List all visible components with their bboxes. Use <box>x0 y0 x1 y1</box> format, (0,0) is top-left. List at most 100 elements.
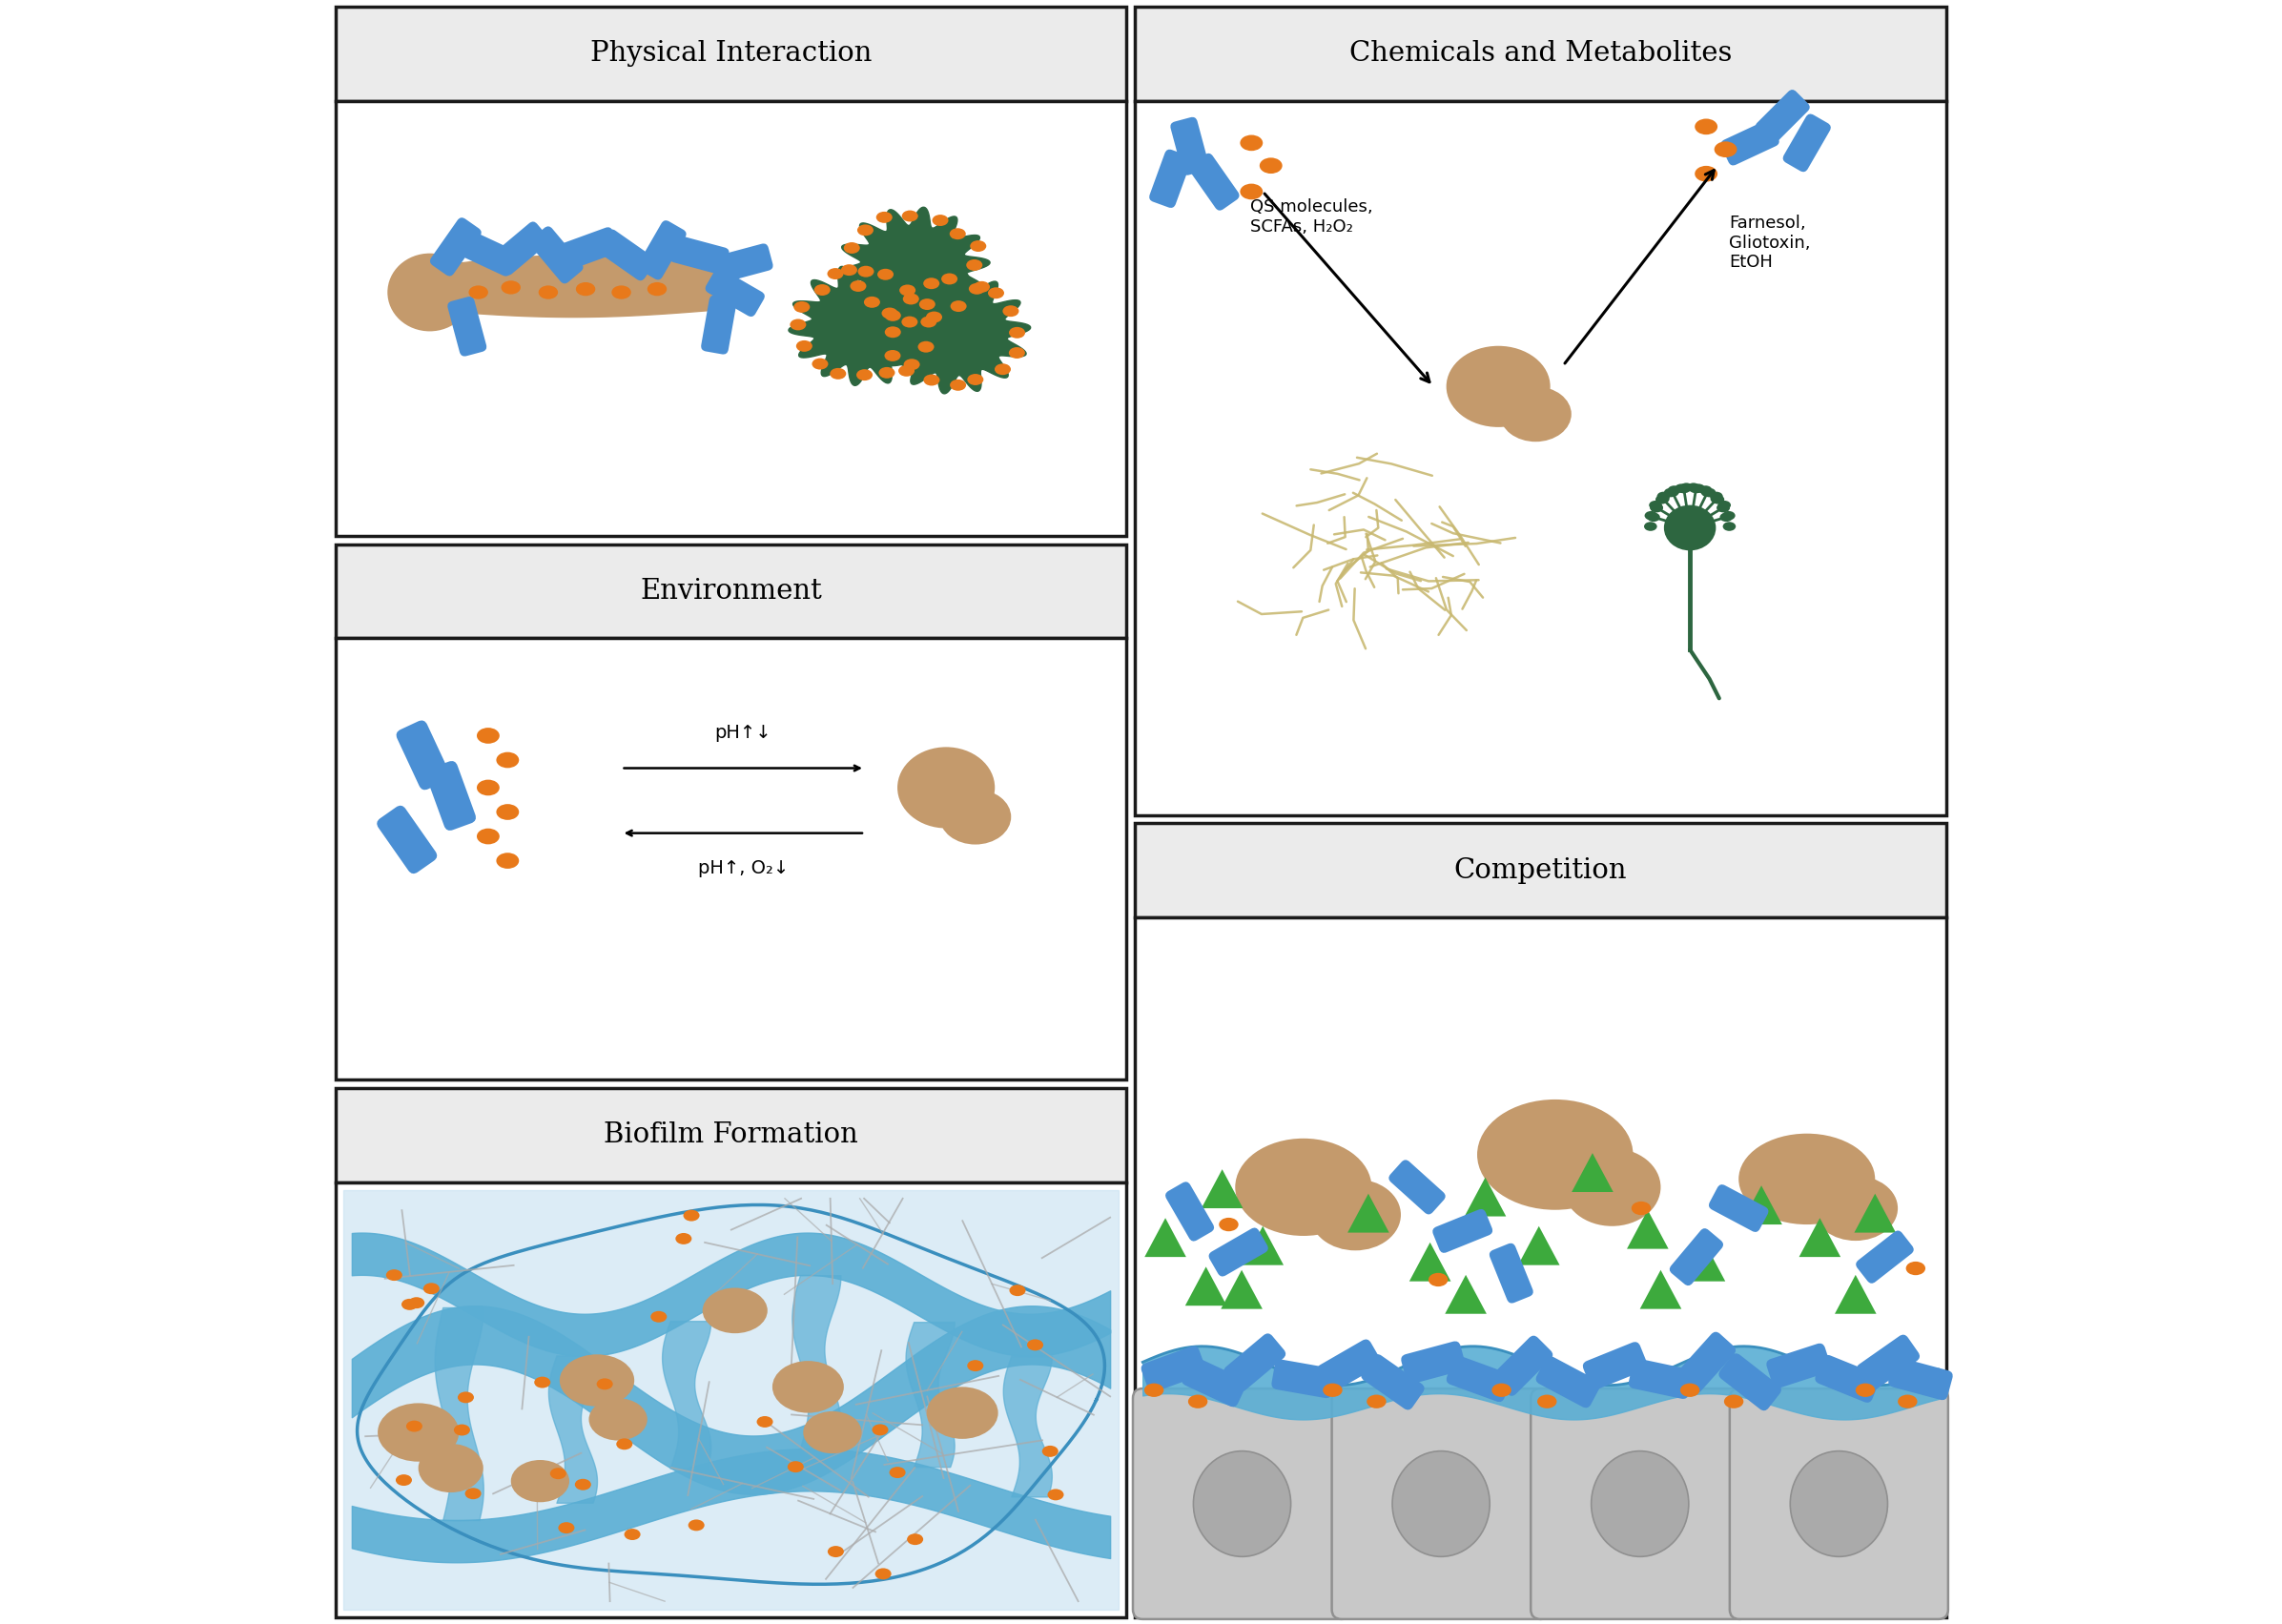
FancyBboxPatch shape <box>1492 1335 1552 1397</box>
Ellipse shape <box>796 341 812 352</box>
Ellipse shape <box>790 318 806 330</box>
Ellipse shape <box>856 369 872 380</box>
Ellipse shape <box>477 828 500 844</box>
Ellipse shape <box>1905 1262 1926 1275</box>
Polygon shape <box>1146 1218 1187 1257</box>
Ellipse shape <box>794 302 810 313</box>
Ellipse shape <box>949 380 965 391</box>
FancyBboxPatch shape <box>559 227 618 270</box>
Polygon shape <box>1518 1226 1559 1265</box>
Text: Farnesol,
Gliotoxin,
EtOH: Farnesol, Gliotoxin, EtOH <box>1730 214 1810 271</box>
FancyBboxPatch shape <box>1433 1208 1492 1254</box>
Ellipse shape <box>876 211 892 222</box>
Polygon shape <box>1349 1194 1390 1233</box>
Ellipse shape <box>1814 1176 1899 1241</box>
Ellipse shape <box>534 1377 550 1389</box>
Ellipse shape <box>865 297 881 309</box>
Ellipse shape <box>477 780 500 796</box>
Ellipse shape <box>1476 1099 1634 1210</box>
Ellipse shape <box>1716 503 1730 512</box>
Ellipse shape <box>931 214 949 226</box>
Bar <box>1134 101 1947 815</box>
Bar <box>335 638 1127 1080</box>
FancyBboxPatch shape <box>1271 1359 1335 1398</box>
FancyBboxPatch shape <box>1814 1354 1880 1403</box>
Ellipse shape <box>589 1398 648 1440</box>
Ellipse shape <box>924 375 940 387</box>
Ellipse shape <box>675 1233 691 1244</box>
Ellipse shape <box>1324 1384 1342 1397</box>
Ellipse shape <box>1691 484 1705 494</box>
Ellipse shape <box>1657 494 1670 503</box>
Ellipse shape <box>1143 1384 1164 1397</box>
Ellipse shape <box>1499 387 1572 442</box>
Polygon shape <box>1445 1275 1486 1314</box>
Ellipse shape <box>831 369 847 380</box>
FancyBboxPatch shape <box>1150 149 1191 208</box>
FancyBboxPatch shape <box>1782 114 1830 172</box>
FancyBboxPatch shape <box>1531 1389 1750 1619</box>
Ellipse shape <box>1700 486 1712 495</box>
FancyBboxPatch shape <box>1171 117 1209 175</box>
FancyBboxPatch shape <box>1670 1228 1723 1286</box>
Ellipse shape <box>899 284 915 296</box>
FancyBboxPatch shape <box>429 218 482 276</box>
Text: Chemicals and Metabolites: Chemicals and Metabolites <box>1349 41 1732 67</box>
FancyBboxPatch shape <box>1401 1341 1465 1384</box>
Ellipse shape <box>851 281 867 292</box>
FancyBboxPatch shape <box>1584 1341 1648 1390</box>
Ellipse shape <box>1643 521 1657 531</box>
Ellipse shape <box>495 804 518 820</box>
FancyBboxPatch shape <box>1189 153 1239 211</box>
Polygon shape <box>1465 1177 1506 1216</box>
Ellipse shape <box>575 283 596 296</box>
Ellipse shape <box>940 273 958 284</box>
Ellipse shape <box>596 1379 614 1390</box>
Ellipse shape <box>1492 1384 1511 1397</box>
Ellipse shape <box>842 265 858 276</box>
Ellipse shape <box>901 317 917 328</box>
FancyBboxPatch shape <box>459 231 518 276</box>
Polygon shape <box>1184 1267 1228 1306</box>
Ellipse shape <box>940 789 1011 844</box>
FancyBboxPatch shape <box>1360 1354 1424 1410</box>
Ellipse shape <box>949 227 965 239</box>
Ellipse shape <box>920 317 938 328</box>
Ellipse shape <box>1654 495 1668 503</box>
Ellipse shape <box>1650 500 1661 510</box>
Ellipse shape <box>650 1311 666 1322</box>
Polygon shape <box>1627 1210 1668 1249</box>
Polygon shape <box>1835 1275 1876 1314</box>
Ellipse shape <box>1310 1179 1401 1250</box>
Ellipse shape <box>1696 166 1718 182</box>
Ellipse shape <box>466 1488 482 1499</box>
Polygon shape <box>837 208 990 328</box>
Ellipse shape <box>1657 492 1670 500</box>
FancyBboxPatch shape <box>447 297 486 356</box>
FancyBboxPatch shape <box>1709 1184 1769 1233</box>
FancyBboxPatch shape <box>1390 1160 1445 1215</box>
FancyBboxPatch shape <box>1855 1335 1919 1390</box>
Ellipse shape <box>970 283 986 294</box>
Ellipse shape <box>1260 158 1282 174</box>
Polygon shape <box>1855 1194 1896 1233</box>
Polygon shape <box>1241 1226 1282 1265</box>
FancyBboxPatch shape <box>1536 1356 1600 1408</box>
Ellipse shape <box>379 1403 459 1462</box>
Ellipse shape <box>1855 1384 1876 1397</box>
Ellipse shape <box>1689 484 1702 494</box>
Bar <box>335 1088 1127 1182</box>
Ellipse shape <box>1680 482 1693 492</box>
Ellipse shape <box>885 310 901 322</box>
FancyBboxPatch shape <box>1141 1346 1205 1392</box>
FancyBboxPatch shape <box>1132 1389 1351 1619</box>
FancyBboxPatch shape <box>1182 1358 1246 1406</box>
Ellipse shape <box>1718 500 1730 510</box>
Ellipse shape <box>1447 346 1549 427</box>
FancyBboxPatch shape <box>1223 1333 1285 1392</box>
Ellipse shape <box>1899 1395 1917 1408</box>
Ellipse shape <box>1675 484 1689 494</box>
Ellipse shape <box>1668 486 1680 495</box>
Bar <box>335 544 1127 638</box>
Ellipse shape <box>1235 1138 1371 1236</box>
